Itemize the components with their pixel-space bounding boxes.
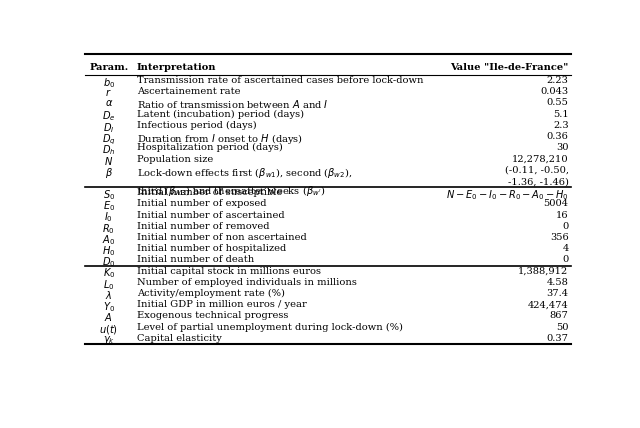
Text: 867: 867 (550, 312, 568, 321)
Text: 0: 0 (563, 222, 568, 231)
Text: 0.36: 0.36 (547, 132, 568, 141)
Text: 1,388,912: 1,388,912 (518, 267, 568, 276)
Text: $r$: $r$ (106, 87, 112, 98)
Text: $\gamma_k$: $\gamma_k$ (103, 334, 115, 346)
Text: $E_0$: $E_0$ (102, 199, 115, 213)
Text: 50: 50 (556, 323, 568, 332)
Text: Latent (incubation) period (days): Latent (incubation) period (days) (137, 110, 304, 119)
Text: 0: 0 (563, 256, 568, 265)
Text: Transmission rate of ascertained cases before lock-down: Transmission rate of ascertained cases b… (137, 76, 424, 85)
Text: $D_h$: $D_h$ (102, 143, 115, 157)
Text: Initial capital stock in millions euros: Initial capital stock in millions euros (137, 267, 321, 276)
Text: 5004: 5004 (543, 199, 568, 208)
Text: Interpretation: Interpretation (137, 63, 216, 72)
Text: $S_0$: $S_0$ (102, 188, 115, 202)
Text: Hospitalization period (days): Hospitalization period (days) (137, 143, 283, 152)
Text: 4: 4 (563, 244, 568, 253)
Text: $D_I$: $D_I$ (103, 121, 115, 135)
Text: Initial number of hospitalized: Initial number of hospitalized (137, 244, 286, 253)
Text: 0.043: 0.043 (540, 87, 568, 96)
Text: Level of partial unemployment during lock-down (%): Level of partial unemployment during loc… (137, 323, 403, 332)
Text: Ascertainement rate: Ascertainement rate (137, 87, 241, 96)
Text: $\alpha$: $\alpha$ (104, 98, 113, 108)
Text: Initial number of non ascertained: Initial number of non ascertained (137, 233, 307, 242)
Text: Duration from $I$ onset to $H$ (days): Duration from $I$ onset to $H$ (days) (137, 132, 303, 146)
Text: 2.3: 2.3 (553, 121, 568, 130)
Text: $R_0$: $R_0$ (102, 222, 115, 235)
Text: $b_0$: $b_0$ (102, 76, 115, 90)
Text: $L_0$: $L_0$ (103, 278, 115, 291)
Text: Capital elasticity: Capital elasticity (137, 334, 222, 343)
Text: 12,278,210: 12,278,210 (512, 155, 568, 163)
Text: (-0.11, -0.50,
-1.36, -1.46): (-0.11, -0.50, -1.36, -1.46) (504, 166, 568, 187)
Text: Initial number of exposed: Initial number of exposed (137, 199, 266, 208)
Text: 30: 30 (556, 143, 568, 152)
Text: Initial GDP in million euros / year: Initial GDP in million euros / year (137, 300, 307, 309)
Text: Activity/employment rate (%): Activity/employment rate (%) (137, 289, 285, 298)
Text: Initial number of death: Initial number of death (137, 256, 254, 265)
Text: Initial number of susceptible: Initial number of susceptible (137, 188, 282, 197)
Text: $\lambda$: $\lambda$ (105, 289, 113, 301)
Text: Initial number of removed: Initial number of removed (137, 222, 269, 231)
Text: Value "Ile-de-France": Value "Ile-de-France" (450, 63, 568, 72)
Text: 356: 356 (550, 233, 568, 242)
Text: 37.4: 37.4 (547, 289, 568, 298)
Text: $\beta$: $\beta$ (105, 166, 113, 180)
Text: $D_q$: $D_q$ (102, 132, 116, 146)
Text: $N$: $N$ (104, 155, 113, 166)
Text: 424,474: 424,474 (528, 300, 568, 309)
Text: 2.23: 2.23 (547, 76, 568, 85)
Text: Infectious period (days): Infectious period (days) (137, 121, 257, 130)
Text: 5.1: 5.1 (553, 110, 568, 119)
Text: $H_0$: $H_0$ (102, 244, 115, 258)
Text: $D_e$: $D_e$ (102, 110, 116, 124)
Text: $N - E_0 - I_0 - R_0 - A_0 - H_0$: $N - E_0 - I_0 - R_0 - A_0 - H_0$ (445, 188, 568, 202)
Text: Initial number of ascertained: Initial number of ascertained (137, 211, 285, 220)
Text: Param.: Param. (90, 63, 129, 72)
Text: 0.37: 0.37 (547, 334, 568, 343)
Text: Lock-down effects first ($\beta_{w1}$), second ($\beta_{w2}$),
third ($\beta_{w3: Lock-down effects first ($\beta_{w1}$), … (137, 166, 353, 198)
Text: 0.55: 0.55 (547, 98, 568, 107)
Text: Ratio of transmission between $A$ and $I$: Ratio of transmission between $A$ and $I… (137, 98, 328, 110)
Text: Population size: Population size (137, 155, 213, 163)
Text: 4.58: 4.58 (547, 278, 568, 287)
Text: Exogenous technical progress: Exogenous technical progress (137, 312, 289, 321)
Text: 16: 16 (556, 211, 568, 220)
Text: $u(t)$: $u(t)$ (99, 323, 118, 336)
Text: $A$: $A$ (104, 312, 113, 324)
Text: Number of employed individuals in millions: Number of employed individuals in millio… (137, 278, 357, 287)
Text: $D_0$: $D_0$ (102, 256, 116, 269)
Text: $K_0$: $K_0$ (102, 267, 115, 280)
Text: $A_0$: $A_0$ (102, 233, 115, 247)
Text: $I_0$: $I_0$ (104, 211, 113, 224)
Text: $Y_0$: $Y_0$ (103, 300, 115, 314)
